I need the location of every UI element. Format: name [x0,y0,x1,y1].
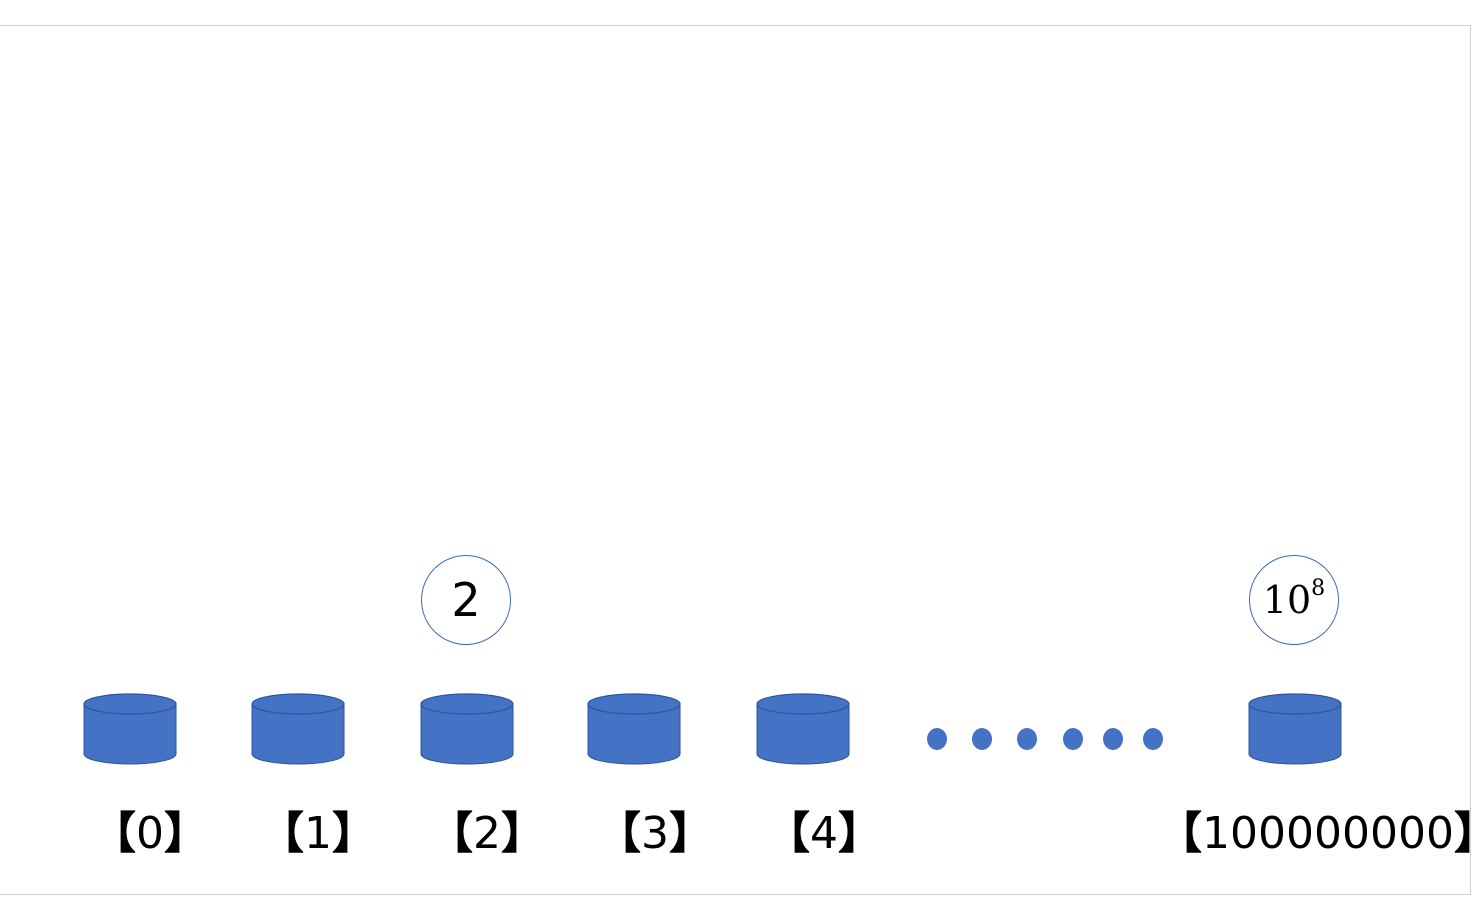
bucket-1 [251,693,345,765]
bracket-open: 【 [260,808,304,859]
ellipsis-dot [972,728,992,750]
index-number: 4 [810,808,838,859]
index-label-0: 【0】 [92,806,208,862]
value-circle-2: 2 [421,555,511,645]
index-label-4: 【4】 [766,806,882,862]
index-number: 1 [304,808,332,859]
index-label-1: 【1】 [260,806,376,862]
bucket-last [1248,693,1342,765]
bucket-3 [587,693,681,765]
value-circle-1e8: 108 [1249,555,1339,645]
bracket-open: 【 [429,808,473,859]
ellipsis-dot [1103,728,1123,750]
index-number: 2 [473,808,501,859]
bracket-open: 【 [92,808,136,859]
bracket-open: 【 [766,808,810,859]
index-number: 100000000 [1202,808,1454,859]
bracket-close: 】 [1454,808,1472,859]
index-label-last: 【100000000】 [1158,806,1472,862]
bracket-open: 【 [597,808,641,859]
value-power: 108 [1262,576,1326,622]
ellipsis-dot [1017,728,1037,750]
ellipsis-dot [927,728,947,750]
value-base: 10 [1262,578,1312,622]
index-number: 0 [136,808,164,859]
ellipsis-dot [1063,728,1083,750]
bucket-0 [83,693,177,765]
index-label-3: 【3】 [597,806,713,862]
value-exponent: 8 [1311,576,1326,602]
slide-frame [0,25,1471,895]
value-text: 2 [451,573,481,627]
bracket-close: 】 [164,808,208,859]
index-label-2: 【2】 [429,806,545,862]
bracket-close: 】 [332,808,376,859]
bracket-close: 】 [669,808,713,859]
bracket-open: 【 [1158,808,1202,859]
bucket-4 [756,693,850,765]
bucket-2 [420,693,514,765]
ellipsis-dot [1143,728,1163,750]
bracket-close: 】 [501,808,545,859]
index-number: 3 [641,808,669,859]
bracket-close: 】 [838,808,882,859]
